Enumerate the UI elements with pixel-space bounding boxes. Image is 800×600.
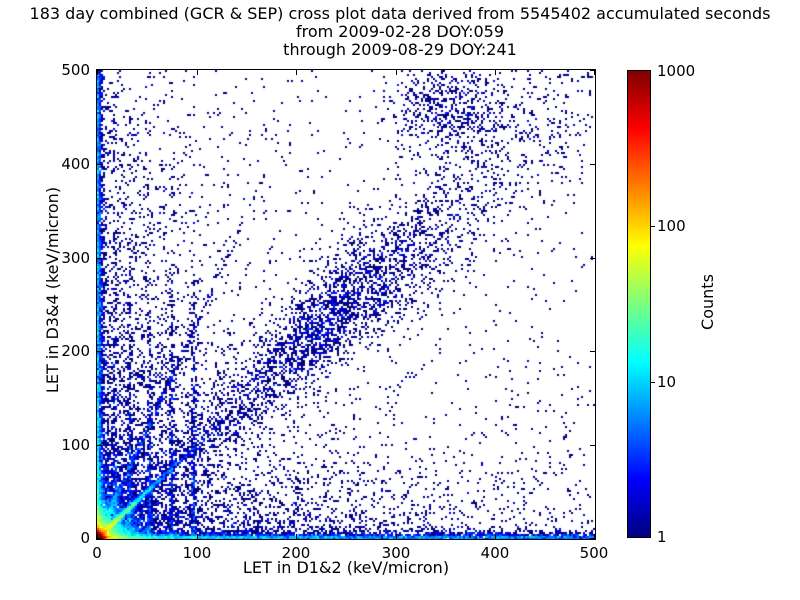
x-tick bbox=[97, 534, 98, 539]
x-tick-label: 500 bbox=[579, 544, 609, 562]
y-tick bbox=[97, 70, 102, 71]
x-tick bbox=[197, 534, 198, 539]
x-tick-top bbox=[197, 70, 198, 75]
chart-title-line-3: through 2009-08-29 DOY:241 bbox=[283, 40, 517, 59]
y-tick-label: 200 bbox=[61, 342, 90, 360]
y-tick-right bbox=[590, 70, 595, 71]
colorbar-label: Counts bbox=[698, 274, 717, 330]
x-tick-label: 300 bbox=[381, 544, 411, 562]
x-tick-top bbox=[97, 70, 98, 75]
y-tick-label: 0 bbox=[80, 529, 90, 547]
x-tick bbox=[396, 534, 397, 539]
y-tick-label: 300 bbox=[61, 249, 90, 267]
x-tick bbox=[594, 534, 595, 539]
x-tick-label: 100 bbox=[182, 544, 212, 562]
y-tick-right bbox=[590, 351, 595, 352]
x-tick bbox=[495, 534, 496, 539]
y-tick bbox=[97, 445, 102, 446]
x-tick-top bbox=[495, 70, 496, 75]
y-axis-label: LET in D3&4 (keV/micron) bbox=[43, 186, 62, 394]
x-tick-label: 200 bbox=[281, 544, 311, 562]
y-tick-right bbox=[590, 164, 595, 165]
colorbar-tick bbox=[651, 226, 655, 227]
colorbar-tick-label: 1000 bbox=[657, 62, 696, 80]
y-tick-label: 100 bbox=[61, 436, 90, 454]
y-tick bbox=[97, 164, 102, 165]
colorbar-tick-label: 1 bbox=[657, 528, 667, 546]
colorbar-tick-label: 100 bbox=[657, 217, 686, 235]
x-tick-top bbox=[396, 70, 397, 75]
x-tick-label: 0 bbox=[92, 544, 102, 562]
y-tick-label: 400 bbox=[61, 155, 90, 173]
colorbar-tick bbox=[651, 382, 655, 383]
chart-title-line-1: 183 day combined (GCR & SEP) cross plot … bbox=[29, 4, 771, 23]
colorbar bbox=[627, 70, 651, 538]
y-tick-right bbox=[590, 538, 595, 539]
y-tick-right bbox=[590, 445, 595, 446]
x-tick-top bbox=[296, 70, 297, 75]
x-tick-top bbox=[594, 70, 595, 75]
x-tick bbox=[296, 534, 297, 539]
plot-area bbox=[96, 69, 596, 540]
y-tick-right bbox=[590, 258, 595, 259]
y-tick bbox=[97, 538, 102, 539]
x-axis-label: LET in D1&2 (keV/micron) bbox=[242, 558, 450, 577]
y-tick bbox=[97, 351, 102, 352]
y-tick bbox=[97, 258, 102, 259]
colorbar-tick-label: 10 bbox=[657, 373, 677, 391]
chart-title-line-2: from 2009-02-28 DOY:059 bbox=[295, 22, 504, 41]
y-tick-label: 500 bbox=[61, 61, 90, 79]
x-tick-label: 400 bbox=[480, 544, 510, 562]
scatter-heatmap-canvas bbox=[97, 70, 595, 539]
